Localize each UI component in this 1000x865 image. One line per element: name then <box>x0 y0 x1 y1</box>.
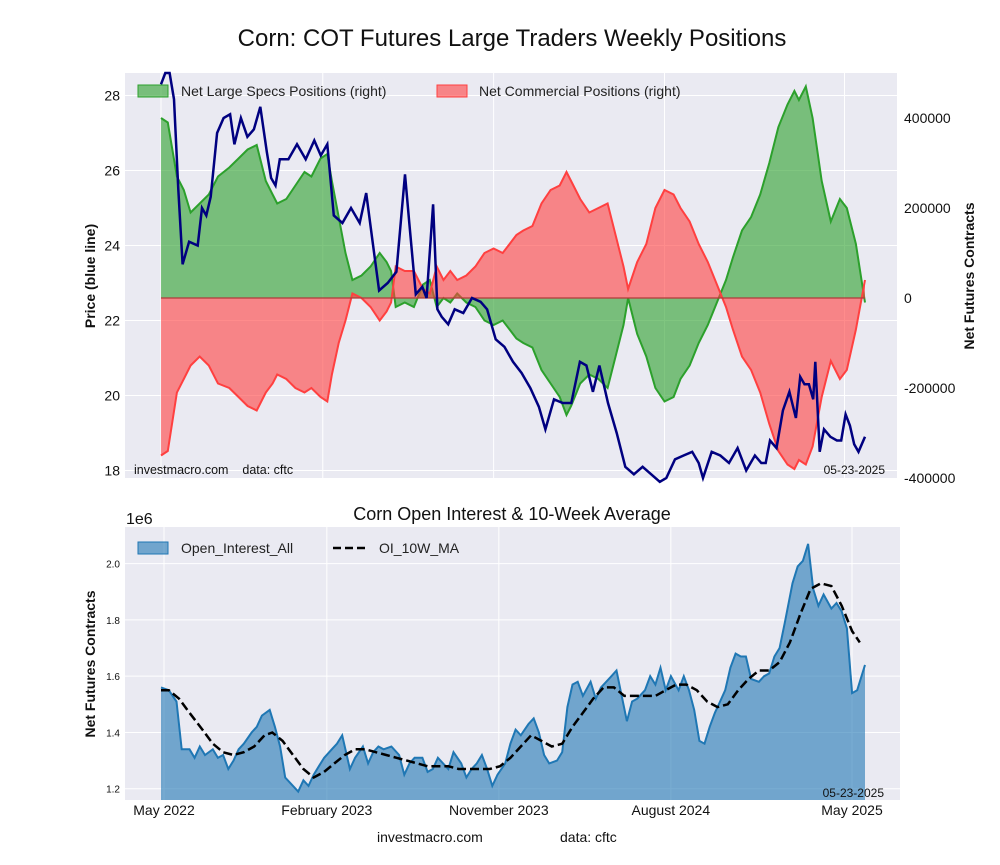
legend-label-open-interest: Open_Interest_All <box>181 540 293 556</box>
net-contracts-tick-label: -200000 <box>904 380 956 396</box>
open-interest-scale-label: 1e6 <box>126 511 153 528</box>
legend-swatch-open-interest <box>137 541 169 555</box>
positions-areas <box>160 83 866 471</box>
legend-label-commercial: Net Commercial Positions (right) <box>479 83 681 99</box>
open-interest-tick-label: 1.4 <box>106 728 120 739</box>
open-interest-chart: Corn Open Interest & 10-Week Average 1e6… <box>82 504 900 818</box>
moving-average-line <box>161 581 861 779</box>
date-tick-label: November 2023 <box>449 802 549 818</box>
net-contracts-tick-label: 200000 <box>904 200 951 216</box>
net-contracts-axis-label: Net Futures Contracts <box>961 202 977 349</box>
open-interest-area <box>161 543 865 800</box>
positions-legend: Net Large Specs Positions (right) Net Co… <box>137 83 681 99</box>
legend-label-large-specs: Net Large Specs Positions (right) <box>181 83 386 99</box>
footer-site: investmacro.com <box>377 829 483 845</box>
price-tick-label: 22 <box>104 313 120 329</box>
figure-title: Corn: COT Futures Large Traders Weekly P… <box>238 25 787 52</box>
open-interest-tick-label: 1.2 <box>106 785 120 796</box>
open-interest-tick-label: 2.0 <box>106 560 120 571</box>
price-axis-ticks: 18 20 22 24 26 28 <box>104 88 120 479</box>
price-tick-label: 24 <box>104 238 120 254</box>
open-interest-tick-label: 1.8 <box>106 616 120 627</box>
price-tick-label: 18 <box>104 463 120 479</box>
price-tick-label: 26 <box>104 163 120 179</box>
positions-chart: 18 20 22 24 26 28 -400000 -200000 0 200000 400000… <box>82 71 977 486</box>
commercial-area <box>161 172 865 469</box>
date-tick-label: August 2024 <box>632 802 711 818</box>
positions-watermark: investmacro.com data: cftc <box>134 463 293 477</box>
price-axis-label: Price (blue line) <box>82 224 98 328</box>
date-tick-label: May 2025 <box>821 802 883 818</box>
open-interest-title: Corn Open Interest & 10-Week Average <box>353 504 671 524</box>
open-interest-y-ticks: 1.2 1.4 1.6 1.8 2.0 <box>106 560 120 796</box>
large-specs-area <box>161 86 865 415</box>
open-interest-tick-label: 1.6 <box>106 672 120 683</box>
date-tick-label: May 2022 <box>133 802 195 818</box>
legend-swatch-commercial <box>436 84 468 98</box>
open-interest-axis-label: Net Futures Contracts <box>82 590 98 737</box>
open-interest-area-group <box>160 543 866 800</box>
net-contracts-axis-ticks: -400000 -200000 0 200000 400000 <box>904 110 956 486</box>
legend-label-moving-average: OI_10W_MA <box>379 540 460 556</box>
footer-data-source: data: cftc <box>560 829 617 845</box>
price-tick-label: 20 <box>104 388 120 404</box>
net-contracts-tick-label: -400000 <box>904 470 956 486</box>
commercial-line <box>160 169 866 471</box>
date-tick-label: February 2023 <box>281 802 372 818</box>
open-interest-legend: Open_Interest_All OI_10W_MA <box>137 540 460 556</box>
legend-swatch-large-specs <box>137 84 169 98</box>
positions-date-stamp: 05-23-2025 <box>824 463 886 477</box>
price-line-group <box>159 71 867 484</box>
date-axis-ticks: May 2022 February 2023 November 2023 August… <box>133 802 883 818</box>
net-contracts-tick-label: 400000 <box>904 110 951 126</box>
price-line <box>159 71 867 484</box>
moving-average-group <box>161 581 861 779</box>
price-tick-label: 28 <box>104 88 120 104</box>
open-interest-date-stamp: 05-23-2025 <box>823 786 885 800</box>
open-interest-line <box>160 543 866 794</box>
large-specs-line <box>160 83 866 418</box>
net-contracts-tick-label: 0 <box>904 290 912 306</box>
